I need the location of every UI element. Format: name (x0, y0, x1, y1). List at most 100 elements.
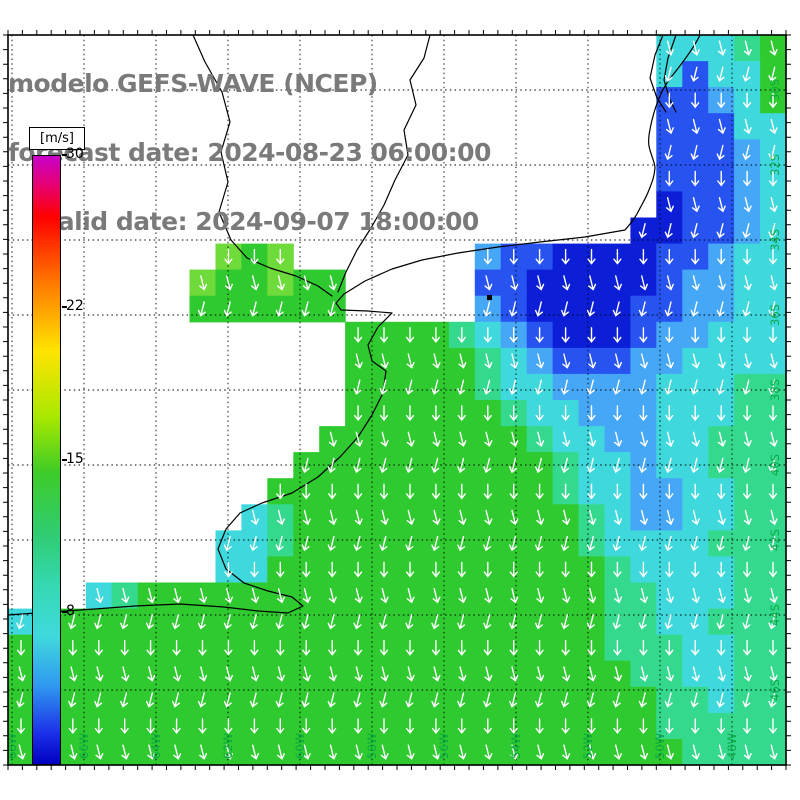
colorbar-tick-label: 22 (66, 298, 84, 315)
wind-arrow (717, 509, 726, 526)
wind-arrow (742, 144, 751, 161)
wind-arrow (743, 40, 752, 56)
wind-arrow (17, 744, 26, 760)
colorbar-tick-label: 8 (66, 602, 75, 619)
wind-arrow (639, 718, 648, 735)
wind-arrow (665, 588, 674, 604)
wind-arrow (251, 588, 260, 604)
wind-arrow (16, 640, 26, 656)
wind-arrow (276, 718, 285, 735)
wind-arrow (768, 614, 777, 630)
wind-arrow (769, 197, 778, 213)
wind-arrow (483, 640, 492, 656)
wind-arrow (768, 692, 777, 708)
wind-arrow (665, 92, 674, 109)
wind-arrow (691, 666, 700, 682)
wind-arrow (328, 561, 337, 578)
wind-arrow (379, 561, 389, 578)
wind-arrow (224, 640, 233, 656)
wind-arrow (717, 197, 726, 213)
wind-arrow (327, 535, 336, 552)
lon-label: 68W (5, 733, 19, 759)
wind-arrow (614, 431, 623, 448)
wind-arrow (768, 405, 778, 422)
wind-arrow (379, 535, 388, 552)
lat-label: 30S (768, 79, 782, 101)
wind-arrow (483, 535, 492, 552)
wind-arrow (769, 431, 778, 448)
wind-arrow (250, 248, 259, 265)
wind-arrow (561, 640, 570, 656)
wind-arrow (534, 379, 543, 395)
wind-arrow (94, 718, 103, 735)
wind-arrow (534, 614, 543, 630)
wind-arrow (432, 509, 441, 526)
wind-arrow (588, 275, 597, 291)
wind-arrow (249, 535, 258, 552)
wind-arrow (638, 457, 647, 474)
wind-arrow (301, 457, 310, 474)
wind-arrow (664, 614, 673, 630)
wind-arrow (743, 248, 752, 265)
wind-arrow (691, 40, 700, 56)
wind-arrow (172, 640, 181, 656)
wind-arrow (301, 535, 310, 552)
wind-arrow (742, 301, 751, 317)
wind-arrow (640, 666, 649, 682)
wind-arrow (484, 666, 493, 682)
wind-arrow (379, 483, 389, 500)
wind-arrow (354, 431, 363, 448)
wind-arrow (380, 666, 389, 682)
wind-arrow (665, 275, 674, 291)
wind-arrow (691, 118, 700, 135)
wind-arrow (405, 405, 415, 422)
wind-arrow (510, 353, 519, 369)
wind-arrow (225, 275, 234, 291)
wind-arrow (560, 692, 569, 708)
wind-arrow (509, 561, 518, 578)
wind-arrow (328, 588, 337, 604)
wind-arrow (613, 327, 622, 343)
wind-arrow (457, 483, 466, 500)
wind-arrow (327, 614, 336, 630)
wind-arrow (586, 692, 595, 708)
wind-arrow (509, 248, 518, 265)
wind-arrow (691, 353, 700, 369)
wind-arrow (743, 327, 752, 343)
wind-arrow (147, 744, 156, 760)
wind-arrow (716, 692, 725, 708)
wind-arrow (664, 301, 673, 317)
wind-arrow (743, 509, 752, 526)
wind-arrow (536, 353, 545, 369)
wind-arrow (768, 170, 778, 187)
wind-arrow (173, 588, 182, 604)
wind-arrow (717, 588, 726, 604)
wind-arrow (638, 614, 647, 630)
wind-arrow (457, 405, 466, 422)
wind-arrow (743, 483, 752, 500)
wind-arrow (562, 588, 571, 604)
wind-arrow (16, 692, 25, 708)
wind-arrow (457, 535, 466, 552)
wind-arrow (353, 535, 362, 552)
wind-arrow (664, 457, 673, 474)
frame-ticks-path (3, 30, 791, 770)
wind-arrow (614, 744, 623, 760)
wind-arrow (432, 588, 441, 604)
wind-arrow (664, 144, 673, 161)
wind-arrow (562, 275, 571, 291)
wind-arrow (742, 535, 751, 552)
wind-arrow (328, 640, 337, 656)
wind-arrow (536, 509, 545, 526)
wind-arrow (431, 614, 440, 630)
wind-arrow (534, 535, 543, 552)
wind-arrow (509, 379, 518, 395)
wind-arrow (95, 588, 104, 604)
wind-arrow (769, 353, 778, 369)
wind-arrow (768, 535, 777, 552)
wind-arrow (432, 431, 441, 448)
frame-ticks (3, 30, 791, 770)
colorbar-tick-mark (62, 610, 67, 613)
wind-arrow (586, 457, 595, 474)
wind-arrow (743, 640, 752, 656)
